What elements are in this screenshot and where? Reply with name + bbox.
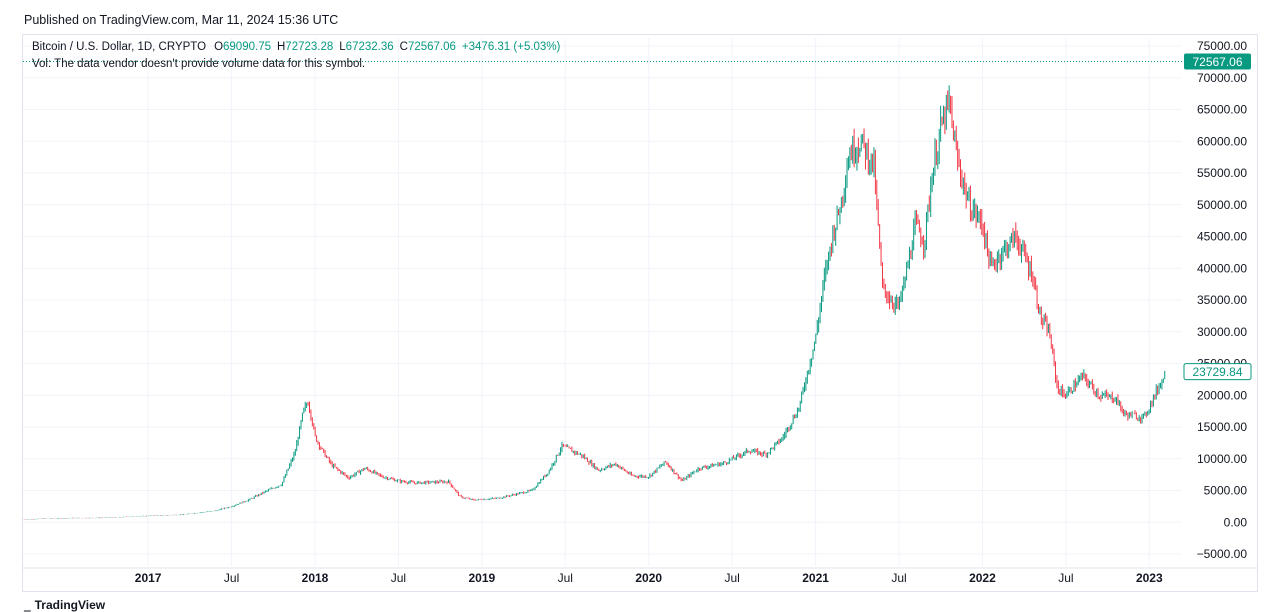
symbol-legend: Bitcoin / U.S. Dollar, 1D, CRYPTO O69090.… bbox=[32, 41, 566, 53]
x-tick-label: 2017 bbox=[135, 571, 162, 585]
open-label: O bbox=[214, 41, 224, 53]
high-value: 72723.28 bbox=[285, 41, 334, 53]
x-tick-label: Jul bbox=[1058, 571, 1073, 585]
y-tick-label: 75000.00 bbox=[1197, 39, 1247, 53]
y-tick-label: 20000.00 bbox=[1197, 388, 1247, 402]
grid-lines bbox=[23, 38, 1258, 569]
y-tick-label: 65000.00 bbox=[1197, 103, 1247, 117]
y-tick-label: 50000.00 bbox=[1197, 198, 1247, 212]
tradingview-logo[interactable]: ‗ TradingView bbox=[24, 598, 105, 612]
y-tick-label: −5000.00 bbox=[1197, 547, 1248, 561]
x-tick-label: 2022 bbox=[969, 571, 996, 585]
x-tick-label: 2020 bbox=[635, 571, 662, 585]
low-label: L bbox=[339, 41, 346, 53]
tradingview-icon: ‗ bbox=[24, 598, 31, 612]
y-tick-label: 60000.00 bbox=[1197, 134, 1247, 148]
x-tick-label: Jul bbox=[724, 571, 739, 585]
x-tick-label: 2019 bbox=[469, 571, 496, 585]
brand-name: TradingView bbox=[34, 598, 106, 612]
price-axis: 75000.00 70000.00 65000.00 60000.00 55000.00… bbox=[1197, 39, 1248, 561]
y-tick-label: 55000.00 bbox=[1197, 166, 1247, 180]
x-tick-label: 2023 bbox=[1136, 571, 1163, 585]
price-badge-label: 72567.06 bbox=[1192, 55, 1242, 69]
x-tick-label: Jul bbox=[891, 571, 906, 585]
close-value: 72567.06 bbox=[407, 41, 456, 53]
y-tick-label: 15000.00 bbox=[1197, 420, 1247, 434]
y-tick-label: 10000.00 bbox=[1197, 452, 1247, 466]
x-tick-label: Jul bbox=[224, 571, 239, 585]
x-tick-label: Jul bbox=[391, 571, 406, 585]
candles-series bbox=[22, 85, 1166, 520]
low-value: 67232.36 bbox=[345, 41, 394, 53]
chart-frame bbox=[22, 34, 1258, 592]
time-axis: 2017 Jul 2018 Jul 2019 Jul 2020 Jul 2021 Jul 2022 J… bbox=[135, 571, 1163, 585]
close-label: C bbox=[399, 41, 408, 53]
y-tick-label: 30000.00 bbox=[1197, 325, 1247, 339]
price-badge-label: 23729.84 bbox=[1192, 365, 1242, 379]
x-tick-label: Jul bbox=[558, 571, 573, 585]
x-tick-label: 2021 bbox=[802, 571, 829, 585]
x-tick-label: 2018 bbox=[302, 571, 329, 585]
y-tick-label: 35000.00 bbox=[1197, 293, 1247, 307]
change-value: +3476.31 (+5.03%) bbox=[461, 41, 561, 53]
high-label: H bbox=[276, 41, 286, 53]
open-value: 69090.75 bbox=[223, 41, 271, 53]
volume-notice: Vol: The data vendor doesn't provide vol… bbox=[32, 58, 366, 70]
y-tick-label: 0.00 bbox=[1224, 515, 1248, 529]
y-tick-label: 5000.00 bbox=[1204, 484, 1248, 498]
price-labels: 72567.06 23729.84 bbox=[1183, 53, 1252, 381]
y-tick-label: 40000.00 bbox=[1197, 261, 1247, 275]
symbol-title[interactable]: Bitcoin / U.S. Dollar, 1D, CRYPTO bbox=[32, 41, 207, 53]
last-price-badge bbox=[1184, 53, 1251, 70]
y-tick-label: 45000.00 bbox=[1197, 230, 1247, 244]
published-caption: Published on TradingView.com, Mar 11, 20… bbox=[24, 13, 339, 27]
price-badge bbox=[1183, 363, 1252, 381]
y-tick-label: 70000.00 bbox=[1197, 71, 1247, 85]
